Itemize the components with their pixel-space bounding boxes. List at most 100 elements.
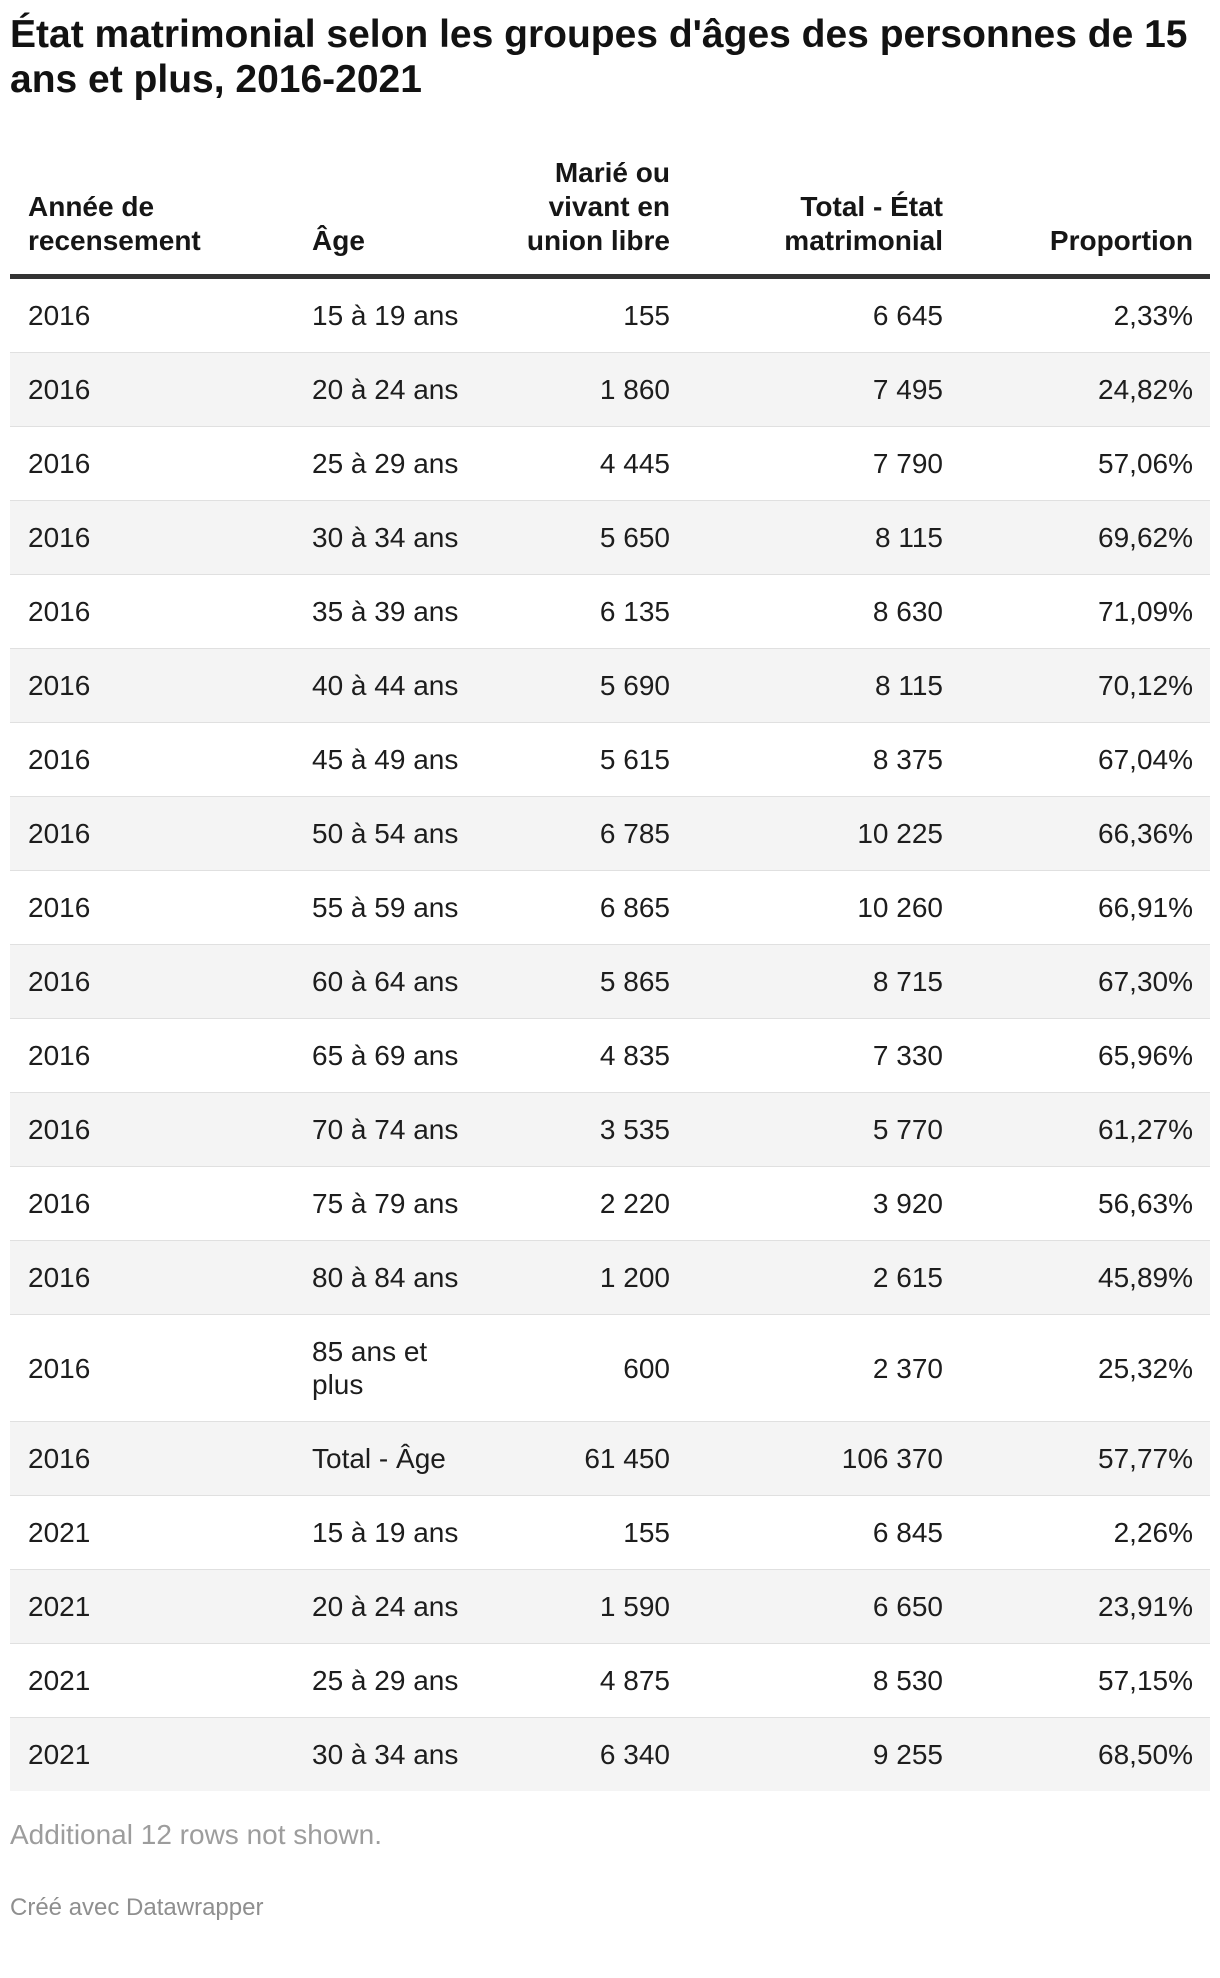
column-header-label: Proportion [1049, 225, 1193, 256]
cell-proportion: 57,77% [960, 1421, 1210, 1496]
table-row: 2016 85 ans et plus 600 2 370 25,32% [10, 1314, 1210, 1422]
cell-total-marital-status: 5 770 [687, 1092, 960, 1167]
cell-age-group: 75 à 79 ans [312, 1166, 492, 1241]
cell-married-union-libre: 1 590 [492, 1569, 687, 1644]
cell-married-union-libre: 6 785 [492, 796, 687, 871]
cell-married-union-libre: 3 535 [492, 1092, 687, 1167]
table-row: 2016 25 à 29 ans 4 445 7 790 57,06% [10, 426, 1210, 501]
cell-age-group: 85 ans et plus [312, 1314, 492, 1422]
cell-total-marital-status: 2 615 [687, 1240, 960, 1315]
cell-census-year: 2016 [10, 426, 312, 501]
table-row: 2016 65 à 69 ans 4 835 7 330 65,96% [10, 1018, 1210, 1093]
table-row: 2021 15 à 19 ans 155 6 845 2,26% [10, 1495, 1210, 1570]
column-header-annee-de-recensement: Année de recensement [10, 136, 312, 279]
cell-age-group: 20 à 24 ans [312, 352, 492, 427]
cell-total-marital-status: 6 650 [687, 1569, 960, 1644]
cell-census-year: 2016 [10, 500, 312, 575]
cell-age-group: 25 à 29 ans [312, 426, 492, 501]
cell-census-year: 2016 [10, 944, 312, 1019]
table-row: 2016 50 à 54 ans 6 785 10 225 66,36% [10, 796, 1210, 871]
cell-proportion: 71,09% [960, 574, 1210, 649]
cell-proportion: 57,15% [960, 1643, 1210, 1718]
cell-total-marital-status: 8 375 [687, 722, 960, 797]
cell-proportion: 69,62% [960, 500, 1210, 575]
column-header-total-etat-matrimonial: Total - État matrimonial [687, 136, 960, 279]
cell-proportion: 61,27% [960, 1092, 1210, 1167]
cell-proportion: 56,63% [960, 1166, 1210, 1241]
cell-total-marital-status: 10 225 [687, 796, 960, 871]
column-header-label: Total - État matrimonial [784, 191, 943, 256]
cell-married-union-libre: 6 135 [492, 574, 687, 649]
cell-census-year: 2016 [10, 722, 312, 797]
table-row: 2016 40 à 44 ans 5 690 8 115 70,12% [10, 648, 1210, 723]
cell-age-group: 50 à 54 ans [312, 796, 492, 871]
cell-proportion: 66,91% [960, 870, 1210, 945]
cell-age-group: 30 à 34 ans [312, 500, 492, 575]
cell-census-year: 2021 [10, 1495, 312, 1570]
cell-census-year: 2016 [10, 352, 312, 427]
cell-total-marital-status: 8 530 [687, 1643, 960, 1718]
cell-proportion: 24,82% [960, 352, 1210, 427]
cell-proportion: 65,96% [960, 1018, 1210, 1093]
cell-census-year: 2016 [10, 870, 312, 945]
cell-proportion: 68,50% [960, 1717, 1210, 1791]
cell-age-group: 35 à 39 ans [312, 574, 492, 649]
table-header-row: Année de recensement Âge Marié ou vivant… [10, 136, 1210, 279]
cell-total-marital-status: 6 645 [872, 300, 943, 331]
cell-age-group: 40 à 44 ans [312, 648, 492, 723]
table-row: 2021 20 à 24 ans 1 590 6 650 23,91% [10, 1569, 1210, 1644]
cell-married-union-libre: 4 835 [492, 1018, 687, 1093]
cell-total-marital-status: 8 630 [687, 574, 960, 649]
cell-married-union-libre: 61 450 [492, 1421, 687, 1496]
cell-total-marital-status: 106 370 [687, 1421, 960, 1496]
cell-proportion: 45,89% [960, 1240, 1210, 1315]
cell-married-union-libre: 1 200 [492, 1240, 687, 1315]
cell-census-year: 2016 [10, 1421, 312, 1496]
cell-age-group: 55 à 59 ans [312, 870, 492, 945]
cell-census-year: 2021 [10, 1717, 312, 1791]
cell-proportion: 25,32% [960, 1314, 1210, 1422]
cell-proportion: 23,91% [960, 1569, 1210, 1644]
cell-age-group: 15 à 19 ans [312, 1495, 492, 1570]
cell-census-year: 2016 [28, 300, 91, 331]
cell-census-year: 2016 [10, 1314, 312, 1422]
column-header-label: Marié ou vivant en union libre [526, 157, 670, 256]
cell-proportion: 70,12% [960, 648, 1210, 723]
cell-total-marital-status: 3 920 [687, 1166, 960, 1241]
cell-married-union-libre: 4 875 [492, 1643, 687, 1718]
table-row: 2016 20 à 24 ans 1 860 7 495 24,82% [10, 352, 1210, 427]
cell-total-marital-status: 7 495 [687, 352, 960, 427]
cell-total-marital-status: 2 370 [687, 1314, 960, 1422]
cell-proportion: 2,33% [1113, 300, 1193, 331]
cell-census-year: 2016 [10, 648, 312, 723]
data-table: Année de recensement Âge Marié ou vivant… [10, 136, 1210, 1791]
column-header-proportion: Proportion [960, 136, 1210, 279]
cell-total-marital-status: 8 115 [687, 500, 960, 575]
rows-not-shown-note: Additional 12 rows not shown. [10, 1819, 382, 1850]
column-header-age: Âge [312, 136, 492, 279]
cell-married-union-libre: 1 860 [492, 352, 687, 427]
cell-age-group: 65 à 69 ans [312, 1018, 492, 1093]
datawrapper-table-page: État matrimonial selon les groupes d'âge… [0, 12, 1220, 1923]
cell-proportion: 66,36% [960, 796, 1210, 871]
table-row: 2021 30 à 34 ans 6 340 9 255 68,50% [10, 1717, 1210, 1791]
table-row: 2016 45 à 49 ans 5 615 8 375 67,04% [10, 722, 1210, 797]
table-row: 2016 Total - Âge 61 450 106 370 57,77% [10, 1421, 1210, 1496]
cell-age-group: 70 à 74 ans [312, 1092, 492, 1167]
cell-age-group: Total - Âge [312, 1421, 492, 1496]
cell-total-marital-status: 6 845 [687, 1495, 960, 1570]
page-title: État matrimonial selon les groupes d'âge… [10, 13, 1188, 101]
table-row: 2016 60 à 64 ans 5 865 8 715 67,30% [10, 944, 1210, 1019]
cell-married-union-libre: 5 650 [492, 500, 687, 575]
cell-age-group: 15 à 19 ans [312, 300, 459, 331]
cell-census-year: 2016 [10, 1092, 312, 1167]
cell-total-marital-status: 9 255 [687, 1717, 960, 1791]
column-header-marie-union-libre: Marié ou vivant en union libre [492, 136, 687, 279]
cell-married-union-libre: 155 [623, 300, 670, 331]
cell-proportion: 57,06% [960, 426, 1210, 501]
cell-married-union-libre: 5 615 [492, 722, 687, 797]
cell-proportion: 67,04% [960, 722, 1210, 797]
table-row: 2021 25 à 29 ans 4 875 8 530 57,15% [10, 1643, 1210, 1718]
table-body: 2016 15 à 19 ans 155 6 645 2,33% 2016 20 à 24 … [10, 277, 1210, 1791]
cell-census-year: 2016 [10, 574, 312, 649]
